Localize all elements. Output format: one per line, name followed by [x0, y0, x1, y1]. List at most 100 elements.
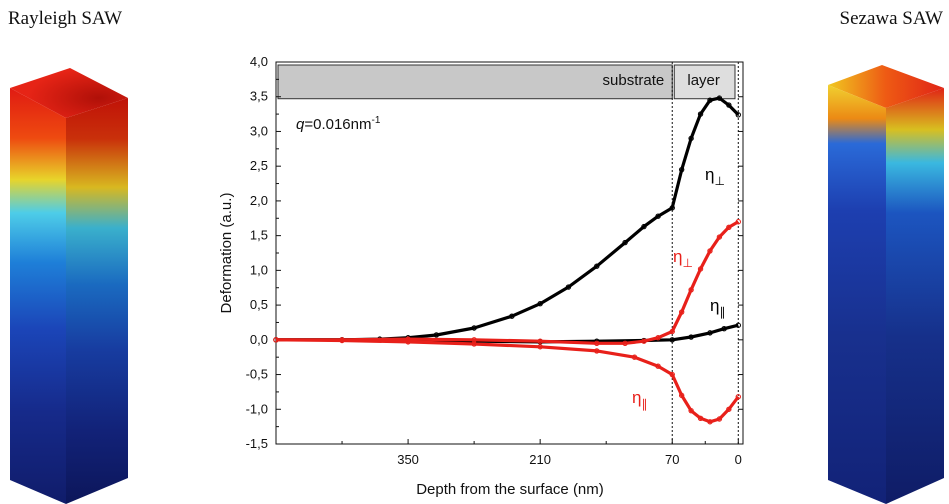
black-par-symbol: η	[710, 296, 719, 315]
black-perp-sub: ⊥	[714, 174, 724, 188]
series-point-3	[631, 354, 638, 360]
series-label-black-parallel: η∥	[710, 296, 725, 319]
series-point-0	[594, 263, 600, 269]
series-point-0	[509, 313, 515, 319]
series-point-0	[433, 332, 440, 338]
series-point-1	[721, 326, 727, 332]
series-point-2	[655, 335, 661, 341]
series-point-2	[669, 328, 675, 335]
x-axis: 350 210 70 0	[341, 439, 742, 467]
series-point-0	[735, 112, 741, 118]
series-point-2	[735, 219, 741, 225]
y-tick-label: 2,5	[250, 158, 268, 173]
region-box-layer	[673, 64, 736, 100]
y-axis: -1,5 -1,0 -0,5 0,0 0,5 1,0 1,5 2,0 2,5 3,0 3,5 4,0	[246, 54, 743, 451]
series-point-2	[594, 340, 600, 346]
series-point-3	[594, 348, 600, 354]
sezawa-bar-top	[828, 65, 944, 108]
y-tick-label: 2,0	[250, 193, 268, 208]
red-par-symbol: η	[632, 388, 641, 407]
series-point-3	[405, 339, 411, 345]
series-point-3	[688, 407, 694, 414]
series-point-2	[716, 234, 723, 240]
q-annotation: q=0.016nm-1	[296, 115, 381, 133]
y-tick-label: 4,0	[250, 54, 268, 69]
y-tick-label: -1,0	[246, 401, 268, 416]
region-label-layer: layer	[687, 72, 720, 89]
series-point-1	[707, 330, 713, 336]
series-point-3	[707, 419, 713, 425]
rayleigh-title: Rayleigh SAW	[8, 8, 123, 29]
series-point-3	[655, 363, 661, 369]
rayleigh-bar-top	[10, 68, 128, 118]
red-perp-symbol: η	[673, 247, 682, 266]
q-symbol: q	[296, 116, 305, 133]
series-point-0	[641, 223, 647, 230]
series-point-0	[688, 135, 694, 142]
red-par-sub: ∥	[641, 397, 647, 411]
black-perp-symbol: η	[705, 165, 714, 184]
series-point-3	[537, 344, 543, 350]
y-tick-label: -0,5	[246, 367, 268, 382]
series-point-0	[565, 284, 572, 290]
rayleigh-bar	[10, 68, 128, 504]
series-point-0	[697, 111, 704, 117]
red-perp-sub: ⊥	[682, 256, 692, 270]
series-point-2	[641, 338, 647, 344]
series-point-0	[678, 166, 685, 173]
series-point-0	[655, 213, 661, 219]
y-tick-label: 1,5	[250, 228, 268, 243]
series-point-2	[707, 248, 713, 254]
x-tick-label: 70	[665, 452, 679, 467]
q-value: =0.016nm	[304, 116, 371, 133]
series-point-0	[471, 325, 477, 331]
series-label-black-perp: η⊥	[705, 165, 725, 188]
region-band: substrate layer	[277, 64, 736, 100]
series-point-0	[669, 205, 675, 211]
series-point-3	[471, 341, 477, 347]
region-box-substrate	[277, 64, 673, 100]
series-label-red-perp: η⊥	[673, 247, 693, 270]
series-point-1	[735, 322, 741, 328]
series-point-3	[669, 371, 675, 378]
series-line-3	[275, 338, 740, 424]
x-tick-label: 0	[735, 452, 742, 467]
series-point-0	[537, 301, 543, 307]
sezawa-bar	[828, 65, 944, 504]
series-point-2	[622, 340, 628, 346]
series-point-2	[688, 287, 694, 293]
series-point-3	[735, 394, 741, 400]
sezawa-bar-front	[828, 85, 886, 504]
series-point-3	[339, 337, 345, 344]
y-tick-label: 0,5	[250, 297, 268, 312]
series-point-3	[678, 392, 685, 399]
region-label-substrate: substrate	[603, 72, 665, 89]
rayleigh-bar-front	[10, 88, 66, 504]
x-tick-label: 350	[397, 452, 419, 467]
series-point-0	[716, 95, 723, 101]
series-point-2	[726, 224, 732, 231]
series-point-3	[273, 337, 279, 343]
series-point-3	[726, 406, 732, 412]
y-axis-title: Deformation (a.u.)	[218, 193, 235, 314]
series-point-0	[622, 239, 628, 246]
x-axis-title: Depth from the surface (nm)	[416, 481, 604, 498]
series-point-1	[669, 337, 675, 343]
series-line-0	[276, 96, 740, 342]
series-group	[273, 95, 741, 425]
series-point-0	[707, 97, 713, 103]
rayleigh-bar-side	[66, 98, 128, 504]
series-point-2	[537, 338, 543, 344]
series-point-0	[726, 102, 732, 108]
x-tick-label: 210	[529, 452, 551, 467]
y-tick-label: -1,5	[246, 436, 268, 451]
y-tick-label: 1,0	[250, 262, 268, 277]
series-point-3	[697, 415, 704, 422]
black-par-sub: ∥	[719, 305, 725, 319]
series-point-1	[688, 334, 694, 340]
series-point-3	[716, 416, 723, 422]
series-point-2	[678, 309, 685, 315]
q-exponent: -1	[371, 115, 380, 126]
series-labels: η⊥ η∥ η⊥ η∥	[632, 165, 725, 411]
y-tick-label: 0,0	[250, 332, 268, 347]
